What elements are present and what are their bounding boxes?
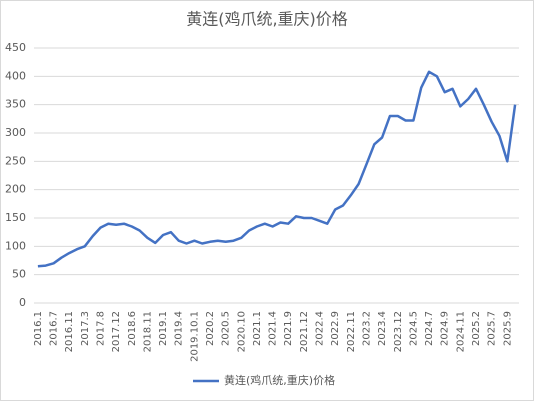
y-tick-label: 50 [12,268,26,281]
x-tick-label: 2019.1 [158,311,169,346]
x-tick-label: 2016.1 [33,311,44,346]
y-tick-label: 400 [5,69,26,82]
y-tick-label: 0 [19,296,26,309]
y-tick-label: 200 [5,183,26,196]
y-tick-label: 100 [5,239,26,252]
chart-title: 黄连(鸡爪统,重庆)价格 [186,10,348,29]
x-tick-label: 2024.5 [408,311,419,346]
data-line [37,70,517,268]
x-tick-label: 2025.7 [487,311,498,346]
x-tick-label: 2022.4 [315,311,326,346]
x-tick-label: 2022.11 [346,311,357,352]
x-tick-label: 2021.4 [268,311,279,346]
x-tick-label: 2018.6 [127,311,138,346]
x-tick-label: 2020.2 [205,311,216,346]
x-tick-label: 2019.4 [174,311,185,346]
x-tick-label: 2016.7 [49,311,60,346]
x-tick-label: 2021.1 [252,311,263,346]
x-tick-label: 2022.9 [330,311,341,346]
x-tick-label: 2017.8 [95,311,106,346]
x-tick-label: 2020.5 [221,311,232,346]
x-tick-label: 2016.11 [64,311,75,352]
y-tick-label: 150 [5,211,26,224]
x-tick-label: 2023.12 [393,311,404,352]
x-tick-label: 2018.11 [142,311,153,352]
x-tick-label: 2023.2 [361,311,372,346]
y-tick-label: 300 [5,126,26,139]
y-tick-label: 250 [5,154,26,167]
x-tick-label: 2024.9 [440,311,451,346]
x-tick-label: 2017.12 [111,311,122,352]
x-tick-label: 2020.10 [236,311,247,352]
y-tick-label: 450 [5,41,26,54]
x-tick-label: 2025.2 [471,311,482,346]
legend-label: 黄连(鸡爪统,重庆)价格 [224,373,335,387]
x-tick-label: 2023.4 [377,311,388,346]
x-tick-label: 2021.9 [283,311,294,346]
y-tick-label: 350 [5,98,26,111]
x-tick-label: 2021.12 [299,311,310,352]
x-tick-label: 2019.10.1 [189,311,200,362]
x-tick-label: 2024.11 [455,311,466,352]
x-tick-label: 2025.9 [502,311,513,346]
x-tick-label: 2017.3 [80,311,91,346]
x-tick-label: 2024.7 [424,311,435,346]
